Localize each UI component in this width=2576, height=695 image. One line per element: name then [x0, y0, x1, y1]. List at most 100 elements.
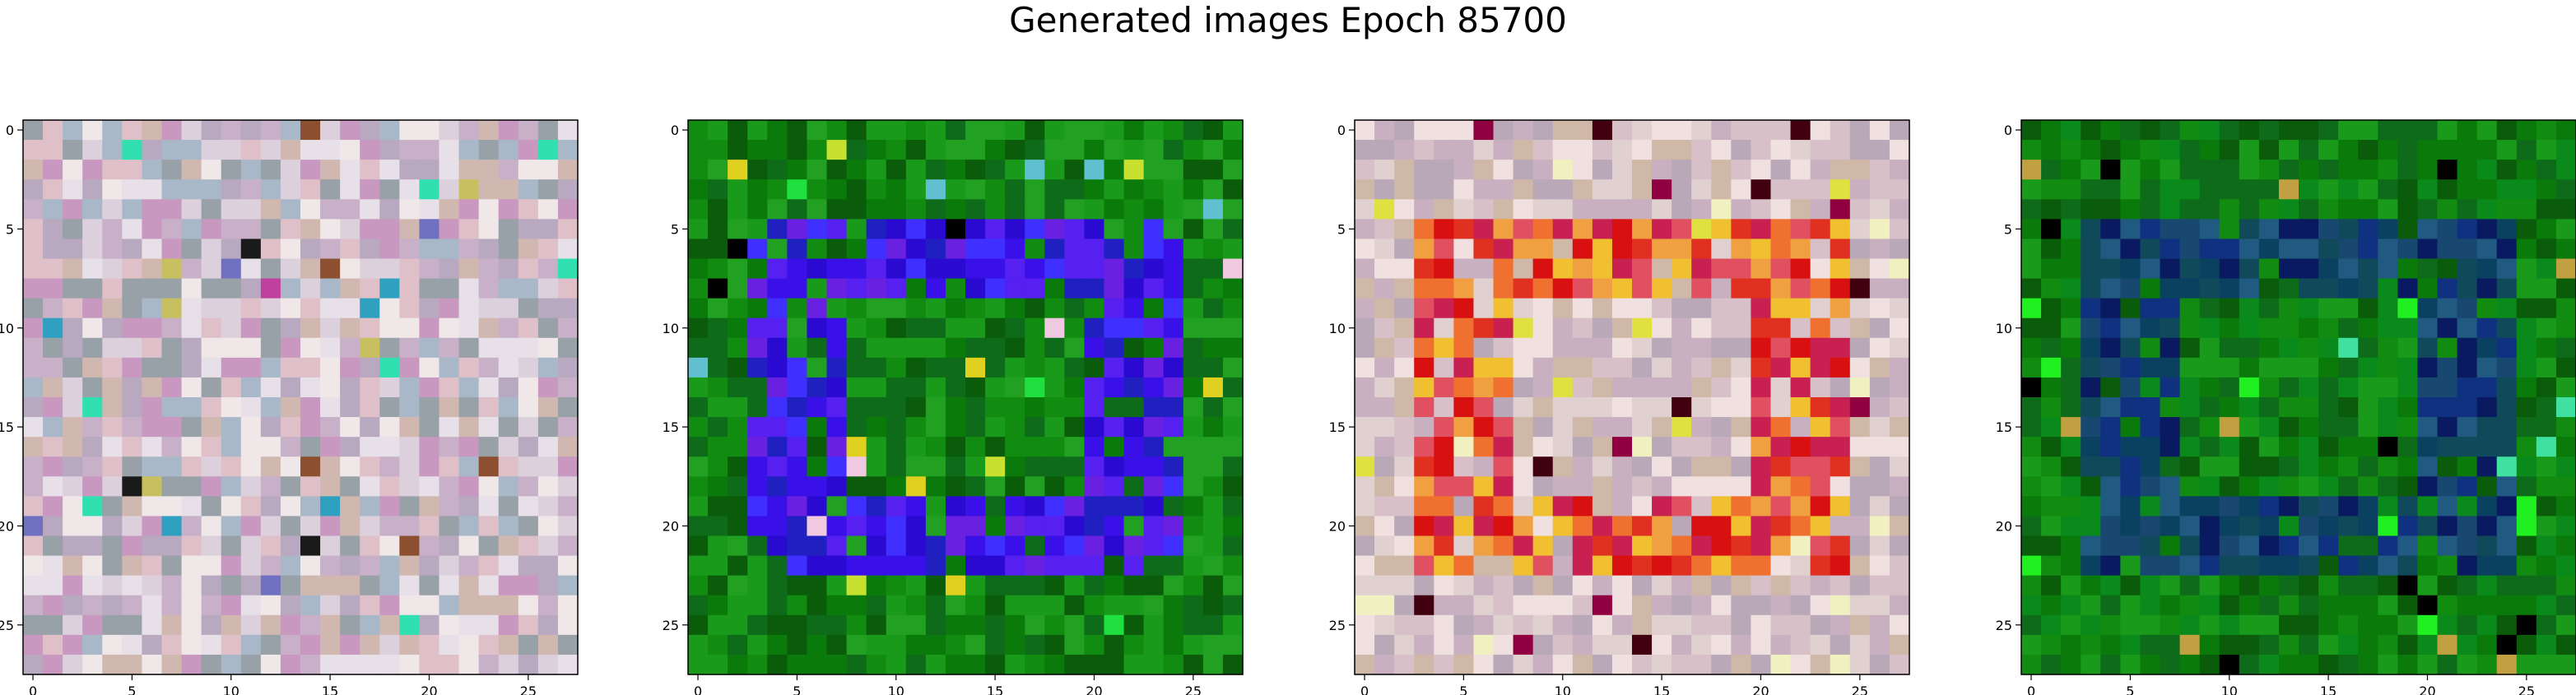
pixel-cell [498, 337, 519, 359]
pixel-cell [1611, 239, 1633, 260]
pixel-cell [2100, 535, 2121, 557]
pixel-cell [260, 397, 281, 418]
pixel-cell [1731, 120, 1752, 141]
pixel-cell [63, 120, 83, 141]
pixel-cell [787, 535, 808, 557]
pixel-cell [767, 278, 788, 299]
pixel-cell [280, 654, 301, 675]
pixel-cell [300, 634, 321, 656]
pixel-cell [1632, 417, 1653, 438]
pixel-cell [2278, 417, 2299, 438]
pixel-cell [1611, 654, 1633, 675]
pixel-cell [1869, 377, 1890, 398]
pixel-cell [82, 476, 103, 497]
pixel-cell [1869, 337, 1890, 359]
y-tick-label: 20 [1996, 518, 2012, 534]
pixel-cell [2338, 614, 2359, 636]
pixel-cell [1552, 575, 1574, 596]
pixel-cell [340, 219, 360, 240]
pixel-cell [2457, 417, 2478, 438]
pixel-cell [826, 278, 848, 299]
pixel-cell [102, 496, 123, 517]
pixel-cell [2358, 437, 2378, 457]
pixel-cell [478, 179, 500, 200]
pixel-cell [728, 496, 748, 517]
pixel-cell [2555, 140, 2576, 160]
pixel-cell [708, 140, 728, 160]
pixel-cell [1044, 516, 1065, 537]
pixel-cell [557, 595, 579, 616]
pixel-cell [1084, 456, 1105, 477]
pixel-cell [866, 219, 887, 240]
pixel-cell [2516, 258, 2537, 280]
pixel-cell [2100, 456, 2121, 477]
pixel-cell [1869, 258, 1890, 280]
pixel-cell [1044, 456, 1065, 477]
pixel-cell [23, 317, 44, 339]
pixel-cell [360, 298, 380, 319]
pixel-cell [1849, 278, 1871, 299]
pixel-cell [122, 377, 143, 398]
pixel-cell [161, 239, 183, 260]
pixel-cell [1889, 377, 1910, 398]
pixel-cell [23, 595, 44, 616]
pixel-cell [201, 614, 222, 636]
pixel-cell [945, 179, 966, 200]
pixel-cell [1672, 535, 1692, 557]
pixel-cell [1552, 555, 1574, 577]
y-tick-label: 0 [2004, 123, 2012, 138]
pixel-cell [1632, 555, 1653, 577]
pixel-cell [1731, 199, 1752, 220]
pixel-cell [2496, 456, 2518, 477]
pixel-cell [340, 437, 360, 457]
pixel-cell [260, 199, 281, 220]
pixel-cell [1652, 496, 1672, 517]
pixel-cell [82, 496, 103, 517]
pixel-cell [1453, 317, 1475, 339]
pixel-cell [866, 258, 887, 280]
pixel-cell [2100, 614, 2121, 636]
pixel-cell [2358, 654, 2378, 675]
pixel-cell [728, 437, 748, 457]
pixel-cell [965, 496, 986, 517]
pixel-cell [2555, 219, 2576, 240]
pixel-cell [1434, 337, 1454, 359]
pixel-cell [458, 179, 480, 200]
pixel-cell [1672, 555, 1692, 577]
pixel-cell [688, 437, 709, 457]
pixel-cell [419, 614, 440, 636]
pixel-cell [1005, 219, 1025, 240]
pixel-cell [439, 298, 460, 319]
pixel-cell [1572, 179, 1593, 200]
pixel-cell [1005, 140, 1025, 160]
pixel-cell [1025, 160, 1045, 180]
pixel-cell [1751, 239, 1772, 260]
pixel-cell [63, 278, 83, 299]
pixel-cell [399, 239, 421, 260]
pixel-cell [807, 377, 828, 398]
pixel-cell [945, 317, 966, 339]
pixel-cell [2160, 160, 2181, 180]
pixel-cell [708, 654, 728, 675]
pixel-cell [1770, 160, 1792, 180]
pixel-cell [2496, 357, 2518, 378]
pixel-cell [280, 496, 301, 517]
pixel-cell [1552, 337, 1574, 359]
pixel-cell [2041, 179, 2062, 200]
pixel-cell [1394, 179, 1415, 200]
pixel-cell [1552, 614, 1574, 636]
pixel-cell [2318, 258, 2339, 280]
pixel-cell [23, 160, 44, 180]
pixel-cell [1202, 437, 1224, 457]
pixel-cell [1143, 278, 1165, 299]
pixel-cell [43, 278, 63, 299]
pixel-cell [708, 614, 728, 636]
pixel-cell [142, 595, 163, 616]
pixel-cell [2417, 456, 2439, 477]
pixel-cell [300, 120, 321, 141]
pixel-cell [1355, 496, 1375, 517]
pixel-cell [1434, 417, 1454, 438]
pixel-cell [1493, 179, 1514, 200]
pixel-cell [1611, 496, 1633, 517]
pixel-cell [102, 456, 123, 477]
